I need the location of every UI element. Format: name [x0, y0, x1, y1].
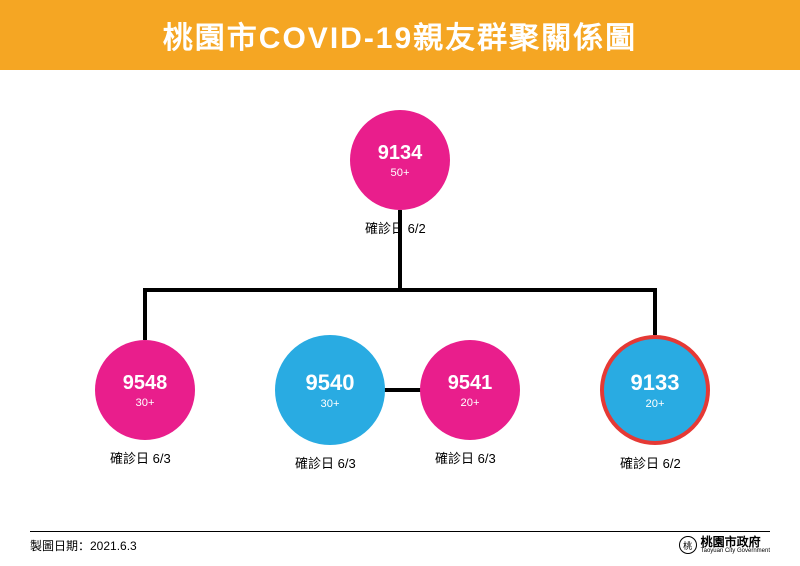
node-9134: 9134 50+: [350, 110, 450, 210]
node-id: 9540: [306, 370, 355, 396]
header-title: 桃園市COVID-19親友群聚關係圖: [163, 13, 637, 57]
footer: 製圖日期：2021.6.3 桃 桃園市政府 Taoyuan City Gover…: [30, 536, 770, 554]
diagram-canvas: 9134 50+ 確診日 6/2 9548 30+ 確診日 6/3 9540 30+ 確診日 6…: [0, 70, 800, 520]
node-date-label: 確診日 6/3: [295, 453, 356, 472]
node-9133: 9133 20+: [600, 335, 710, 445]
node-age: 30+: [136, 397, 155, 409]
node-id: 9134: [378, 142, 423, 165]
connector-line: [653, 290, 657, 335]
node-age: 30+: [321, 398, 340, 410]
header-bar: 桃園市COVID-19親友群聚關係圖: [0, 0, 800, 70]
node-date-label: 確診日 6/2: [620, 453, 681, 472]
publisher-logo: 桃 桃園市政府 Taoyuan City Government: [679, 536, 770, 554]
node-id: 9541: [448, 372, 493, 395]
node-age: 20+: [646, 398, 665, 410]
org-name-en: Taoyuan City Government: [701, 548, 770, 554]
node-9541: 9541 20+: [420, 340, 520, 440]
footer-date: 製圖日期：2021.6.3: [30, 537, 137, 554]
node-date-label: 確診日 6/3: [110, 448, 171, 467]
org-name: 桃園市政府: [701, 536, 770, 548]
node-age: 50+: [391, 167, 410, 179]
node-id: 9133: [631, 370, 680, 396]
node-date-label: 確診日 6/3: [435, 448, 496, 467]
node-9540: 9540 30+: [275, 335, 385, 445]
connector-line: [143, 290, 147, 340]
node-9548: 9548 30+: [95, 340, 195, 440]
footer-divider: [30, 531, 770, 532]
logo-icon: 桃: [679, 536, 697, 554]
node-age: 20+: [461, 397, 480, 409]
node-id: 9548: [123, 372, 168, 395]
node-date-label: 確診日 6/2: [365, 218, 426, 237]
